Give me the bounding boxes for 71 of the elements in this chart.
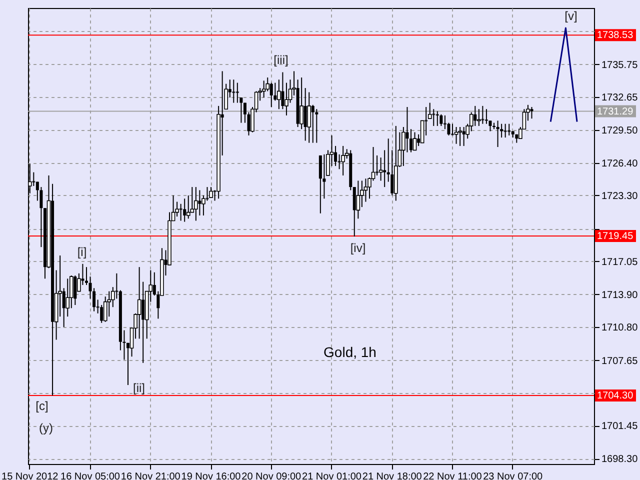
candlestick: [209, 186, 213, 198]
x-tick-label: 21 Nov 01:00: [302, 472, 362, 480]
annotation: [i]: [77, 245, 87, 259]
candlestick: [315, 108, 318, 144]
candlestick: [440, 114, 443, 126]
candlestick: [436, 110, 439, 126]
candlestick: [451, 123, 454, 136]
candlestick: [198, 190, 202, 216]
candlestick: [462, 126, 466, 146]
y-tick-label: 1713.90: [602, 290, 638, 301]
candlestick: [484, 108, 488, 124]
text: Gold, 1h: [324, 344, 376, 360]
x-tick-label: 21 Nov 18:00: [362, 472, 422, 480]
y-tick-label: 1723.30: [602, 190, 638, 202]
x-tick-label: 16 Nov 21:00: [120, 472, 181, 480]
candlestick: [262, 80, 266, 98]
y-tick-label: 1710.80: [602, 322, 638, 334]
candlestick: [311, 104, 314, 144]
annotation: [iv]: [350, 241, 366, 255]
candlestick: [504, 123, 507, 138]
candlestick: [307, 92, 312, 144]
annotation: [v]: [564, 9, 578, 23]
ref-line-label: 1738.53: [597, 30, 634, 42]
ref-line-label: 1731.29: [597, 106, 634, 118]
annotation: [ii]: [133, 381, 145, 395]
y-tick-label: 1707.65: [602, 356, 638, 367]
annotation: [iii]: [274, 53, 288, 67]
candlestick: [406, 106, 409, 153]
candlestick: [496, 120, 500, 148]
candlestick: [194, 186, 198, 222]
x-tick-label: 23 Nov 07:00: [483, 472, 544, 480]
candlestick: [409, 128, 412, 153]
candlestick: [474, 105, 477, 126]
candlestick: [206, 186, 209, 202]
candlestick: [318, 154, 322, 214]
candlestick: [383, 150, 386, 188]
x-tick-label: 22 Nov 11:00: [423, 472, 482, 480]
candlestick: [477, 108, 481, 126]
y-tick-label: 1726.40: [602, 158, 638, 170]
candlestick: [454, 126, 458, 144]
candlestick: [186, 194, 190, 220]
x-tick-label: 15 Nov 2012: [2, 472, 59, 480]
x-tick-label: 19 Nov 16:00: [181, 472, 242, 480]
x-tick-label: 20 Nov 09:00: [242, 472, 302, 480]
candlestick: [277, 79, 281, 110]
y-tick-label: 1698.30: [602, 454, 638, 466]
candlestick: [304, 88, 307, 142]
candlestick: [84, 266, 88, 286]
candlestick: [481, 105, 484, 124]
candlestick: [183, 198, 186, 222]
annotation: (y): [39, 421, 53, 435]
x-tick-label: 16 Nov 05:00: [60, 472, 120, 480]
ref-line-label: 1719.45: [597, 231, 634, 242]
candlestick: [341, 145, 345, 176]
candlestick: [458, 126, 462, 146]
candlestick: [530, 106, 534, 120]
candlestick: [137, 266, 142, 340]
candlestick: [508, 123, 511, 136]
candlestick: [281, 72, 284, 110]
candlestick: [74, 274, 77, 306]
candlestick: [236, 82, 239, 104]
ref-line-label: 1704.30: [597, 390, 634, 402]
candlestick: [412, 132, 417, 151]
candlestick: [232, 79, 236, 104]
candlestick: [270, 82, 273, 108]
y-tick-label: 1735.75: [602, 60, 638, 71]
y-tick-label: 1732.65: [602, 92, 638, 104]
y-tick-label: 1717.05: [602, 256, 638, 268]
y-tick-label: 1729.50: [602, 126, 638, 137]
annotation: [c]: [36, 399, 48, 413]
y-tick-label: 1701.45: [602, 421, 638, 432]
